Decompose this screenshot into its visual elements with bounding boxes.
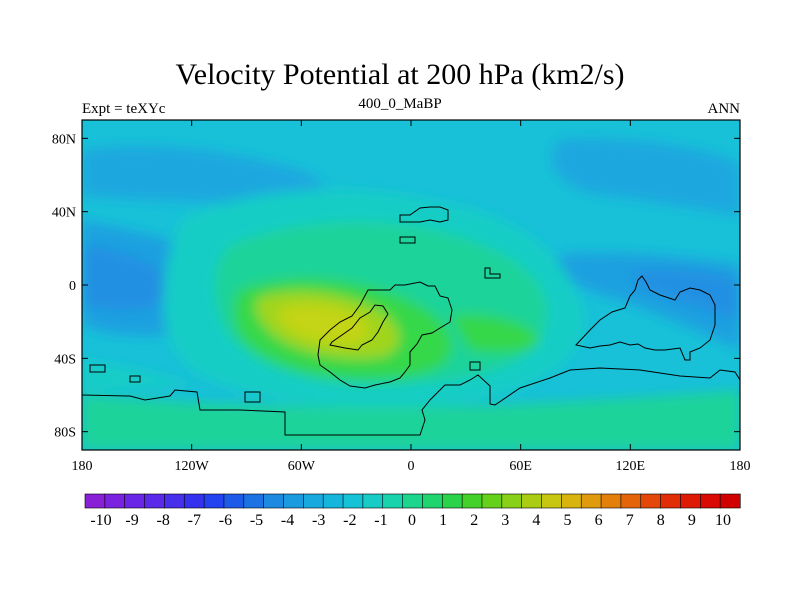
colorbar-label: -7 [188,512,201,529]
colorbar-swatch [84,493,106,509]
colorbar-swatch [481,493,503,509]
colorbar-swatch [322,493,344,509]
colorbar-label: -2 [343,512,356,529]
colorbar-swatch [600,493,622,509]
y-axis: 80N 40N 0 40S 80S [52,132,740,441]
colorbar-swatch [541,493,562,509]
colorbar-label: -1 [374,512,387,529]
field-region-pos-3-east [450,314,540,353]
x-tick-label: 60W [288,459,316,474]
field-region-pos-2-south [82,390,740,450]
colorbar-label: 0 [408,512,416,529]
field-region-neg-east-core [632,269,740,320]
colorbar-label: -4 [281,512,294,529]
colorbar-label: -6 [219,512,232,529]
colorbar-swatch [342,493,364,509]
colorbar-label: 7 [626,512,634,529]
colorbar-label: 1 [439,512,447,529]
coastline-islands-1 [399,206,449,223]
colorbar-swatch [660,493,682,509]
coastline-australia [575,275,716,361]
coastline-islands-6 [129,375,141,383]
season-label: ANN [707,101,741,117]
colorbar-swatch [382,493,404,509]
colorbar-swatch [441,493,463,509]
x-tick-label: 180 [72,459,93,474]
colorbar-swatch [144,493,165,509]
colorbar-label: -3 [312,512,325,529]
colorbar: -10 -9 -8 -7 -6 -5 -4 -3 -2 -1 0 1 2 3 4 5 6 7 8 9 10 [84,493,741,529]
coastline [82,206,740,436]
colorbar-label: 10 [715,512,731,529]
colorbar-label: 6 [595,512,603,529]
x-tick-label: 120W [175,459,210,474]
colorbar-label: -9 [125,512,138,529]
colorbar-swatch [124,493,146,509]
field-region-neg-north [82,146,324,206]
colorbar-label: 8 [657,512,665,529]
colorbar-swatch [243,493,265,509]
y-tick-label: 80N [52,132,76,147]
colorbar-swatch [521,493,543,509]
map-field [82,120,740,450]
colorbar-swatch [640,493,662,509]
colorbar-swatch [164,493,185,509]
x-tick-label: 60E [509,459,532,474]
colorbar-label: 5 [564,512,572,529]
y-tick-label: 40N [52,206,76,221]
field-region-neg-west-core [82,245,170,310]
x-tick-label: 180 [730,459,751,474]
coastline-africa-inner [329,304,389,351]
coastline-islands-5 [89,364,106,373]
coastline-islands-2 [399,236,416,244]
x-tick-label: 120E [616,459,646,474]
x-axis: 180 120W 60W 0 60E 120E 180 [72,120,751,474]
colorbar-swatch [580,493,602,509]
period-label: 400_0_MaBP [358,96,442,112]
colorbar-swatch [501,493,523,509]
colorbar-label: 3 [501,512,509,529]
colorbar-swatch [700,493,721,509]
colorbar-swatch [283,493,304,509]
colorbar-label: 2 [470,512,478,529]
experiment-label: Expt = teXYc [82,101,166,117]
y-tick-label: 80S [54,426,76,441]
field-region-neg-ne [552,139,740,215]
colorbar-swatch [104,493,126,509]
field-region-pos-2-sw [82,360,200,392]
colorbar-swatch [263,493,285,509]
colorbar-swatch [422,493,443,509]
chart-title: Velocity Potential at 200 hPa (km2/s) [175,58,625,91]
colorbar-swatch [183,493,205,509]
colorbar-swatch [719,493,741,509]
colorbar-swatch [203,493,225,509]
y-tick-label: 40S [54,352,76,367]
colorbar-swatch [303,493,324,509]
y-tick-label: 0 [69,279,76,294]
colorbar-label: -10 [90,512,111,529]
colorbar-swatch [561,493,582,509]
colorbar-swatch [620,493,642,509]
colorbar-swatch [362,493,384,509]
x-tick-label: 0 [408,459,415,474]
colorbar-label: 9 [688,512,696,529]
field-region-pos-5 [278,304,369,345]
colorbar-swatch [223,493,245,509]
colorbar-swatch [402,493,424,509]
colorbar-label: -5 [250,512,263,529]
colorbar-label: 4 [532,512,540,529]
colorbar-swatch [680,493,701,509]
coastline-islands-3 [484,267,501,279]
coastline-islands-4 [469,361,481,371]
colorbar-label: -8 [157,512,170,529]
coastline-islands-7 [244,391,261,403]
colorbar-swatch [461,493,483,509]
coastline-antarctic [82,367,740,436]
coastline-africa [317,281,453,389]
